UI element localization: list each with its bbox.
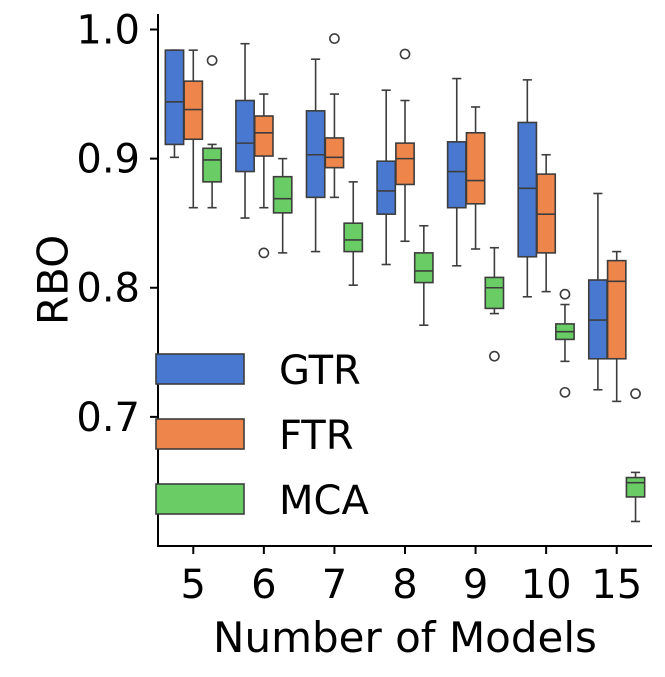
box-gtr-7 [305,58,326,253]
box-body-gtr-8 [376,160,397,215]
box-gtr-8 [376,89,397,266]
box-body-mca-15 [625,476,646,498]
box-body-ftr-6 [253,115,274,157]
box-ftr-6 [253,93,274,259]
outlier-mca-5-0 [206,55,218,66]
box-body-ftr-8 [395,142,415,186]
box-mca-7 [343,181,364,286]
legend-item-ftr: FTR [155,413,354,459]
x-tick-label-8: 8 [392,562,417,608]
legend-item-gtr: GTR [155,348,361,394]
box-ftr-7 [324,33,345,199]
box-body-mca-6 [272,175,293,214]
box-ftr-15 [606,250,627,403]
box-mca-15 [625,388,646,523]
y-tick-label-0.8: 0.8 [76,266,140,312]
outlier-ftr-6-0 [258,247,270,259]
box-mca-10 [555,288,575,398]
x-tick-label-9: 9 [463,562,488,608]
y-tick-label-1.0: 1.0 [76,7,140,53]
axes-layer: 0.7 0.8 0.9 1.0 5 6 7 8 9 10 15 [76,7,652,608]
box-gtr-10 [517,79,538,298]
box-body-ftr-7 [324,137,345,169]
box-gtr-15 [587,192,608,391]
box-body-gtr-10 [517,121,538,258]
box-body-mca-5 [202,147,223,183]
box-gtr-6 [235,42,255,219]
x-axis-title: Number of Models [213,613,597,662]
outlier-mca-9-0 [488,350,500,362]
box-body-ftr-15 [606,259,627,360]
box-mca-9 [484,246,505,362]
box-body-gtr-5 [164,49,185,146]
box-body-mca-7 [343,222,364,253]
x-tick-label-7: 7 [322,562,347,608]
y-tick-label-0.7: 0.7 [76,395,140,441]
box-body-mca-9 [484,276,505,310]
legend: GTR FTR MCA [155,348,369,524]
y-tick-label-0.9: 0.9 [76,137,140,183]
box-body-gtr-9 [446,141,467,209]
box-mca-6 [272,157,293,254]
outlier-ftr-8-0 [399,48,411,60]
box-mca-5 [202,55,223,209]
outlier-mca-15-0 [630,388,641,400]
x-tick-label-5: 5 [181,562,206,608]
outlier-mca-10-1 [559,288,571,300]
boxes-layer [164,33,646,523]
box-ftr-9 [465,106,486,250]
x-tick-label-15: 15 [591,562,642,608]
legend-swatch-gtr [155,353,245,385]
box-ftr-5 [183,49,204,209]
outlier-mca-10-0 [559,386,571,398]
box-body-gtr-6 [235,99,255,173]
outlier-ftr-7-0 [329,33,340,44]
box-ftr-8 [395,48,415,243]
legend-swatch-mca [155,483,245,515]
box-body-ftr-9 [465,131,486,205]
y-axis-title: RBO [29,235,78,325]
box-ftr-10 [536,153,557,293]
legend-item-mca: MCA [155,478,369,524]
box-gtr-5 [164,49,185,159]
x-tick-label-10: 10 [521,562,572,608]
legend-label-mca: MCA [279,478,369,524]
x-tick-label-6: 6 [251,562,276,608]
box-gtr-9 [446,77,467,267]
legend-label-ftr: FTR [279,413,354,459]
legend-label-gtr: GTR [279,348,361,394]
box-mca-8 [413,224,434,326]
box-body-mca-8 [413,252,434,284]
legend-swatch-ftr [155,418,245,450]
